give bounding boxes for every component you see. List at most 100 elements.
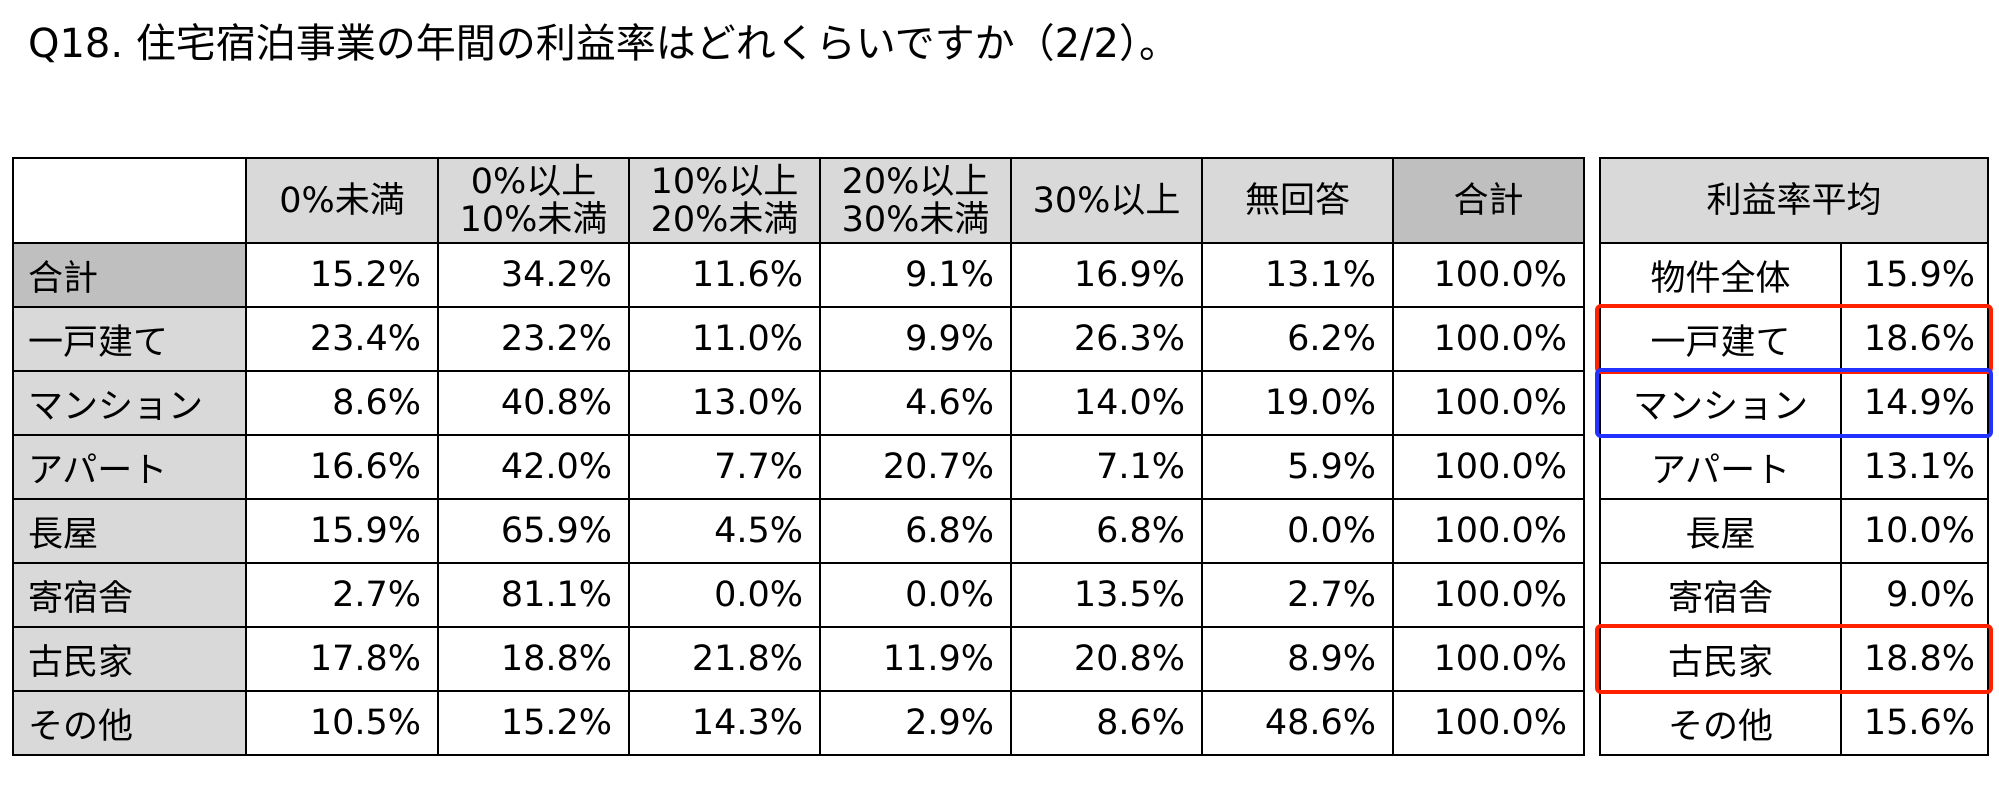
column-header: 10%以上 20%未満 xyxy=(628,157,821,244)
table-row: マンション 14.9% xyxy=(1599,370,1989,436)
table-row: 古民家 17.8% 18.8% 21.8% 11.9% 20.8% 8.9% 100.0% xyxy=(12,626,1585,692)
table-cell: 17.8% xyxy=(245,626,439,692)
table-cell: 14.0% xyxy=(1010,370,1203,436)
table-cell: 48.6% xyxy=(1201,690,1394,756)
table-cell: 2.9% xyxy=(819,690,1012,756)
average-value: 14.9% xyxy=(1840,370,1989,436)
table-cell: 15.2% xyxy=(245,242,439,308)
table-cell: 42.0% xyxy=(437,434,630,500)
table-cell: 2.7% xyxy=(245,562,439,628)
table-header-row: 利益率平均 xyxy=(1599,157,1989,244)
row-label: 寄宿舎 xyxy=(1599,562,1842,628)
table-row: アパート 13.1% xyxy=(1599,434,1989,500)
table-row: その他 15.6% xyxy=(1599,690,1989,756)
table-cell: 8.6% xyxy=(245,370,439,436)
table-cell: 4.6% xyxy=(819,370,1012,436)
row-label: 寄宿舎 xyxy=(12,562,247,628)
table-cell: 20.8% xyxy=(1010,626,1203,692)
table-cell: 6.8% xyxy=(1010,498,1203,564)
row-label: 一戸建て xyxy=(1599,306,1842,372)
column-header: 30%以上 xyxy=(1010,157,1203,244)
page-title: Q18. 住宅宿泊事業の年間の利益率はどれくらいですか（2/2）。 xyxy=(28,21,1179,67)
table-cell: 6.2% xyxy=(1201,306,1394,372)
table-cell: 100.0% xyxy=(1392,626,1585,692)
table-cell: 7.1% xyxy=(1010,434,1203,500)
table-cell: 7.7% xyxy=(628,434,821,500)
table-cell: 2.7% xyxy=(1201,562,1394,628)
table-cell: 100.0% xyxy=(1392,434,1585,500)
table-cell: 13.0% xyxy=(628,370,821,436)
table-cell: 9.9% xyxy=(819,306,1012,372)
table-cell: 100.0% xyxy=(1392,562,1585,628)
row-label: その他 xyxy=(12,690,247,756)
table-cell: 34.2% xyxy=(437,242,630,308)
average-value: 15.9% xyxy=(1840,242,1989,308)
average-value: 18.6% xyxy=(1840,306,1989,372)
table-cell: 100.0% xyxy=(1392,242,1585,308)
row-label: 長屋 xyxy=(1599,498,1842,564)
profit-rate-distribution-table: 0%未満 0%以上 10%未満 10%以上 20%未満 20%以上 30%未満 30%以上 無回… xyxy=(12,157,1585,756)
table-row: 物件全体 15.9% xyxy=(1599,242,1989,308)
table-cell: 21.8% xyxy=(628,626,821,692)
table-cell: 40.8% xyxy=(437,370,630,436)
column-header: 利益率平均 xyxy=(1599,157,1989,244)
average-value: 18.8% xyxy=(1840,626,1989,692)
row-label: アパート xyxy=(1599,434,1842,500)
table-row: 古民家 18.8% xyxy=(1599,626,1989,692)
table-cell: 5.9% xyxy=(1201,434,1394,500)
row-label: 長屋 xyxy=(12,498,247,564)
table-row: 寄宿舎 2.7% 81.1% 0.0% 0.0% 13.5% 2.7% 100.0% xyxy=(12,562,1585,628)
table-cell: 26.3% xyxy=(1010,306,1203,372)
table-cell: 0.0% xyxy=(628,562,821,628)
table-row: 長屋 10.0% xyxy=(1599,498,1989,564)
table-row: 一戸建て 23.4% 23.2% 11.0% 9.9% 26.3% 6.2% 100.0% xyxy=(12,306,1585,372)
table-cell: 65.9% xyxy=(437,498,630,564)
row-label: その他 xyxy=(1599,690,1842,756)
table-cell: 19.0% xyxy=(1201,370,1394,436)
table-cell: 15.2% xyxy=(437,690,630,756)
table-cell: 100.0% xyxy=(1392,690,1585,756)
column-header: 無回答 xyxy=(1201,157,1394,244)
table-cell: 16.6% xyxy=(245,434,439,500)
average-profit-rate-table: 利益率平均 物件全体 15.9% 一戸建て 18.6% マンション 14.9% アパート 13… xyxy=(1599,157,1989,756)
table-cell: 100.0% xyxy=(1392,306,1585,372)
table-cell: 14.3% xyxy=(628,690,821,756)
table-cell: 11.6% xyxy=(628,242,821,308)
corner-cell xyxy=(12,157,247,244)
column-header: 合計 xyxy=(1392,157,1585,244)
table-cell: 0.0% xyxy=(1201,498,1394,564)
table-row: マンション 8.6% 40.8% 13.0% 4.6% 14.0% 19.0% 100.0% xyxy=(12,370,1585,436)
table-cell: 100.0% xyxy=(1392,498,1585,564)
average-value: 9.0% xyxy=(1840,562,1989,628)
table-cell: 11.9% xyxy=(819,626,1012,692)
table-cell: 18.8% xyxy=(437,626,630,692)
table-cell: 20.7% xyxy=(819,434,1012,500)
table-cell: 4.5% xyxy=(628,498,821,564)
column-header: 20%以上 30%未満 xyxy=(819,157,1012,244)
table-cell: 13.5% xyxy=(1010,562,1203,628)
row-label: 物件全体 xyxy=(1599,242,1842,308)
table-cell: 9.1% xyxy=(819,242,1012,308)
table-cell: 8.6% xyxy=(1010,690,1203,756)
table-row: 長屋 15.9% 65.9% 4.5% 6.8% 6.8% 0.0% 100.0% xyxy=(12,498,1585,564)
table-cell: 16.9% xyxy=(1010,242,1203,308)
table-cell: 13.1% xyxy=(1201,242,1394,308)
average-value: 10.0% xyxy=(1840,498,1989,564)
table-cell: 15.9% xyxy=(245,498,439,564)
table-cell: 6.8% xyxy=(819,498,1012,564)
average-value: 15.6% xyxy=(1840,690,1989,756)
table-header-row: 0%未満 0%以上 10%未満 10%以上 20%未満 20%以上 30%未満 30%以上 無回… xyxy=(12,157,1585,244)
table-row: アパート 16.6% 42.0% 7.7% 20.7% 7.1% 5.9% 100.0% xyxy=(12,434,1585,500)
table-row: 寄宿舎 9.0% xyxy=(1599,562,1989,628)
row-label: アパート xyxy=(12,434,247,500)
row-label: 古民家 xyxy=(1599,626,1842,692)
table-cell: 10.5% xyxy=(245,690,439,756)
row-label: 合計 xyxy=(12,242,247,308)
table-cell: 23.2% xyxy=(437,306,630,372)
row-label: 古民家 xyxy=(12,626,247,692)
table-row: その他 10.5% 15.2% 14.3% 2.9% 8.6% 48.6% 100.0% xyxy=(12,690,1585,756)
column-header: 0%以上 10%未満 xyxy=(437,157,630,244)
table-row: 合計 15.2% 34.2% 11.6% 9.1% 16.9% 13.1% 100.0% xyxy=(12,242,1585,308)
table-row: 一戸建て 18.6% xyxy=(1599,306,1989,372)
row-label: マンション xyxy=(1599,370,1842,436)
